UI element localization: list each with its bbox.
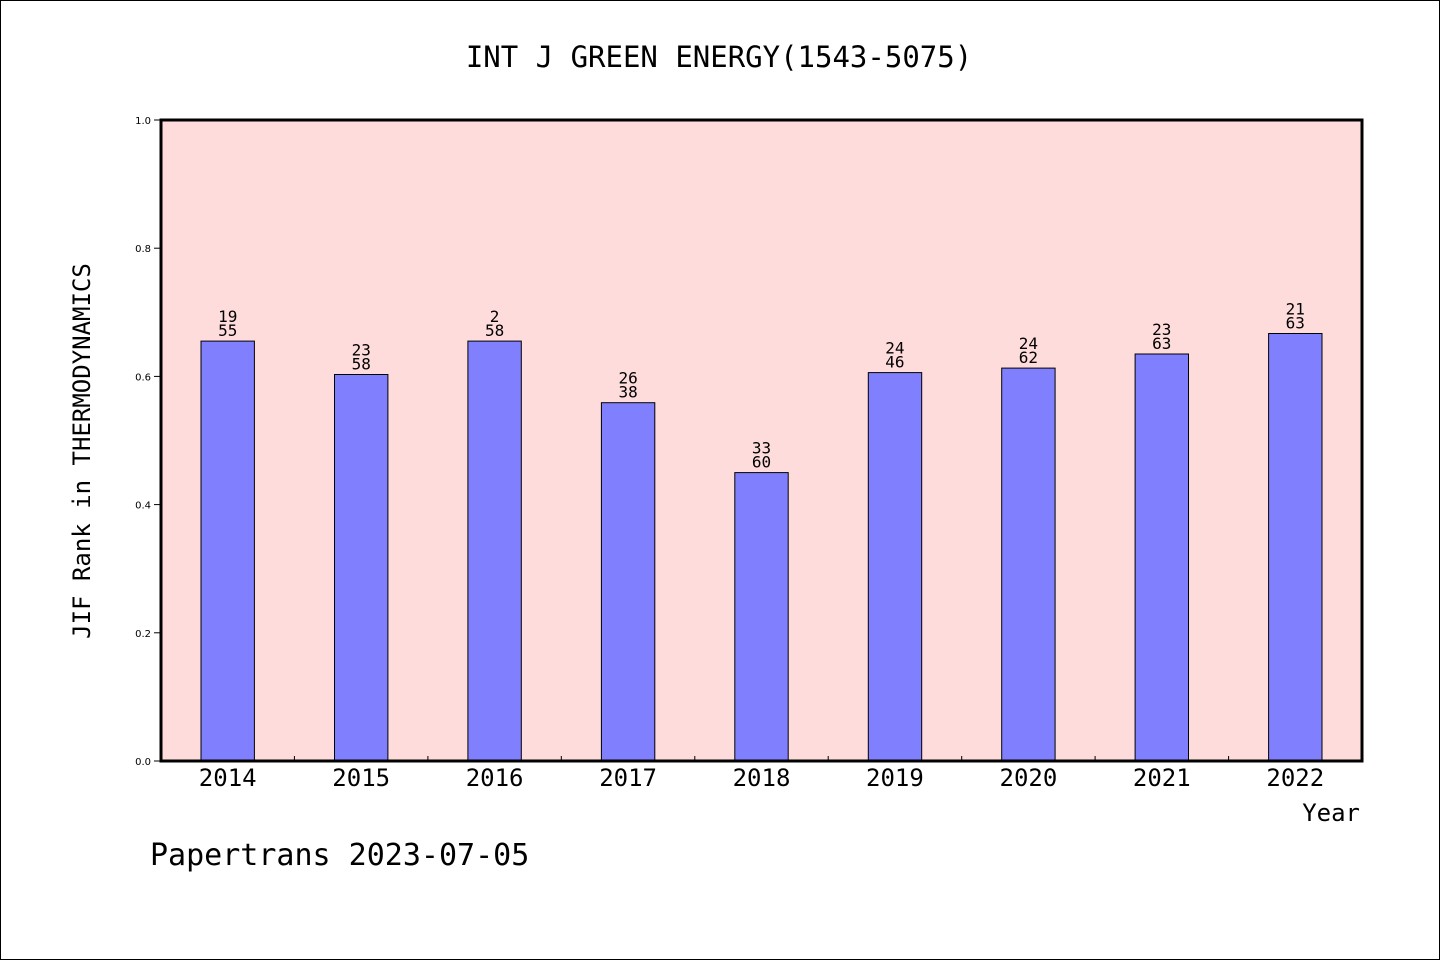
y-axis: 0.0 0.2 0.4 0.6 0.8 1.0 [135, 116, 161, 768]
bar-total-label-2020: 62 [1019, 348, 1038, 367]
bar-2015 [334, 374, 389, 762]
x-tick-label-2017: 2017 [599, 764, 657, 792]
y-axis-label: JIF Rank in THERMODYNAMICS [68, 263, 96, 639]
bar-rank-label-2016: 2 [490, 307, 500, 326]
y-tick-label-0.6: 0.6 [135, 372, 151, 383]
bar-2018 [734, 472, 789, 762]
y-tick-label-1.0: 1.0 [135, 116, 151, 127]
footer-text: Papertrans 2023-07-05 [150, 838, 529, 873]
bar-2020 [1001, 367, 1056, 762]
x-tick-label-2016: 2016 [466, 764, 524, 792]
bars-group [200, 333, 1323, 762]
bar-rank-label-2019: 24 [885, 339, 904, 358]
bar-rank-label-2020: 24 [1019, 334, 1038, 353]
x-tick-label-2021: 2021 [1133, 764, 1191, 792]
bar-rank-label-2017: 26 [618, 369, 637, 388]
y-tick-label-0.0: 0.0 [135, 757, 151, 768]
chart-title: INT J GREEN ENERGY(1543-5075) [466, 40, 972, 74]
bar-rank-label-2021: 23 [1152, 320, 1171, 339]
bar-rank-label-2014: 19 [218, 307, 237, 326]
bar-total-label-2018: 60 [752, 453, 771, 472]
bar-2019 [867, 372, 923, 762]
x-axis: 2014 2015 2016 2017 2018 2019 2020 2021 2022 [199, 756, 1324, 792]
bar-total-label-2022: 63 [1286, 314, 1305, 333]
x-tick-label-2018: 2018 [733, 764, 791, 792]
x-axis-label: Year [1302, 799, 1360, 827]
bar-2017 [600, 402, 656, 762]
x-tick-label-2015: 2015 [332, 764, 390, 792]
plot-border [159, 118, 1364, 763]
bar-2022 [1268, 333, 1323, 762]
y-tick-label-0.8: 0.8 [135, 244, 151, 255]
y-tick-label-0.2: 0.2 [135, 629, 151, 640]
bar-total-label-2019: 46 [885, 353, 904, 372]
x-tick-label-2019: 2019 [866, 764, 924, 792]
y-tick-label-0.4: 0.4 [135, 501, 151, 512]
x-tick-label-2014: 2014 [199, 764, 257, 792]
x-tick-label-2020: 2020 [1000, 764, 1058, 792]
bar-rank-label-2015: 23 [352, 341, 371, 360]
x-tick-label-2022: 2022 [1266, 764, 1324, 792]
bar-2016 [467, 340, 522, 762]
bar-rank-label-2018: 33 [752, 439, 771, 458]
bar-2021 [1134, 353, 1189, 762]
bar-total-label-2014: 55 [218, 321, 237, 340]
bar-total-label-2021: 63 [1152, 334, 1171, 353]
bar-total-label-2016: 58 [485, 321, 504, 340]
bar-rank-label-2022: 21 [1286, 300, 1305, 319]
bar-2014 [200, 340, 255, 762]
bar-total-label-2015: 58 [352, 355, 371, 374]
bar-total-label-2017: 38 [618, 383, 637, 402]
